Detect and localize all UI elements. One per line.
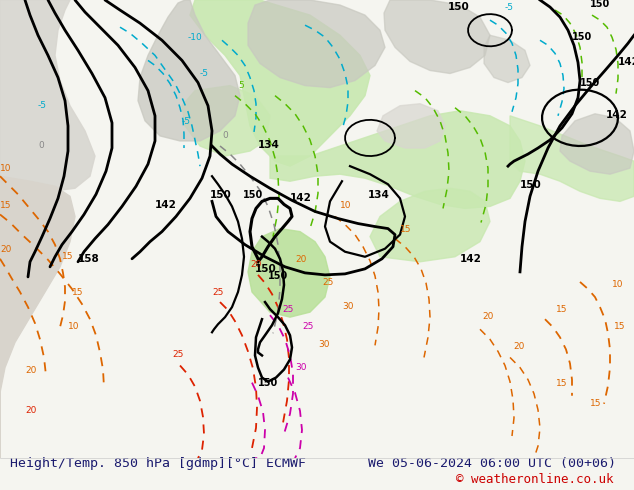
Polygon shape <box>560 114 634 174</box>
Text: 10: 10 <box>612 280 623 289</box>
Text: 134: 134 <box>368 190 390 200</box>
Text: 150: 150 <box>268 271 288 281</box>
Text: -5: -5 <box>182 117 191 126</box>
Text: 150: 150 <box>448 2 470 12</box>
Text: 142: 142 <box>606 110 628 120</box>
Text: We 05-06-2024 06:00 UTC (00+06): We 05-06-2024 06:00 UTC (00+06) <box>368 457 616 469</box>
Text: 10: 10 <box>0 164 11 173</box>
Polygon shape <box>270 111 525 208</box>
Polygon shape <box>370 188 490 262</box>
Polygon shape <box>0 176 75 458</box>
Text: 25: 25 <box>302 322 313 331</box>
Text: © weatheronline.co.uk: © weatheronline.co.uk <box>456 473 614 486</box>
Text: 142: 142 <box>290 194 312 203</box>
Polygon shape <box>377 104 445 148</box>
Polygon shape <box>384 0 490 74</box>
Text: 15: 15 <box>72 288 84 297</box>
Text: 30: 30 <box>342 302 354 311</box>
Text: 0: 0 <box>222 131 228 140</box>
Text: 134: 134 <box>258 140 280 150</box>
Text: 150: 150 <box>255 264 277 274</box>
Polygon shape <box>248 228 330 317</box>
Text: 15: 15 <box>556 305 567 314</box>
Text: 150: 150 <box>590 0 611 9</box>
Text: 20: 20 <box>25 366 36 374</box>
Text: 15: 15 <box>62 252 74 261</box>
Polygon shape <box>0 0 95 191</box>
Text: 20: 20 <box>25 406 36 415</box>
Text: 15: 15 <box>614 322 626 331</box>
Polygon shape <box>248 0 385 88</box>
Text: 15: 15 <box>556 379 567 388</box>
Text: 10: 10 <box>340 201 351 210</box>
Text: 25: 25 <box>212 288 223 297</box>
Text: 20: 20 <box>250 260 261 269</box>
Text: 150: 150 <box>572 32 592 42</box>
Text: 25: 25 <box>282 305 294 314</box>
Text: 10: 10 <box>68 322 79 331</box>
Text: 150: 150 <box>580 77 600 88</box>
Text: 15: 15 <box>590 399 602 408</box>
Polygon shape <box>510 116 634 201</box>
Text: 30: 30 <box>318 341 330 349</box>
Text: -10: -10 <box>188 33 203 42</box>
Text: 142: 142 <box>460 254 482 264</box>
Text: 15: 15 <box>400 224 411 234</box>
Polygon shape <box>182 86 270 156</box>
Text: 15: 15 <box>0 201 11 210</box>
Text: 150: 150 <box>243 190 263 200</box>
Text: 30: 30 <box>295 363 306 371</box>
Text: 150: 150 <box>210 190 232 200</box>
Text: 0: 0 <box>38 141 44 150</box>
Text: 20: 20 <box>513 343 524 351</box>
Text: 142: 142 <box>618 57 634 68</box>
Text: -5: -5 <box>38 101 47 110</box>
Text: 20: 20 <box>482 312 493 321</box>
Polygon shape <box>190 0 370 166</box>
Text: 150: 150 <box>520 180 541 190</box>
Text: 158: 158 <box>78 254 100 264</box>
Polygon shape <box>484 35 530 83</box>
Text: -5: -5 <box>505 3 514 12</box>
Text: 142: 142 <box>155 200 177 210</box>
Text: 20: 20 <box>295 255 306 264</box>
Text: 25: 25 <box>172 350 183 360</box>
Text: 25: 25 <box>322 278 333 287</box>
Text: 5: 5 <box>238 80 243 90</box>
Text: Height/Temp. 850 hPa [gdmp][°C] ECMWF: Height/Temp. 850 hPa [gdmp][°C] ECMWF <box>10 457 306 469</box>
Polygon shape <box>138 0 240 141</box>
Text: -5: -5 <box>200 69 209 77</box>
Text: 20: 20 <box>0 245 11 254</box>
Text: 150: 150 <box>258 378 278 388</box>
